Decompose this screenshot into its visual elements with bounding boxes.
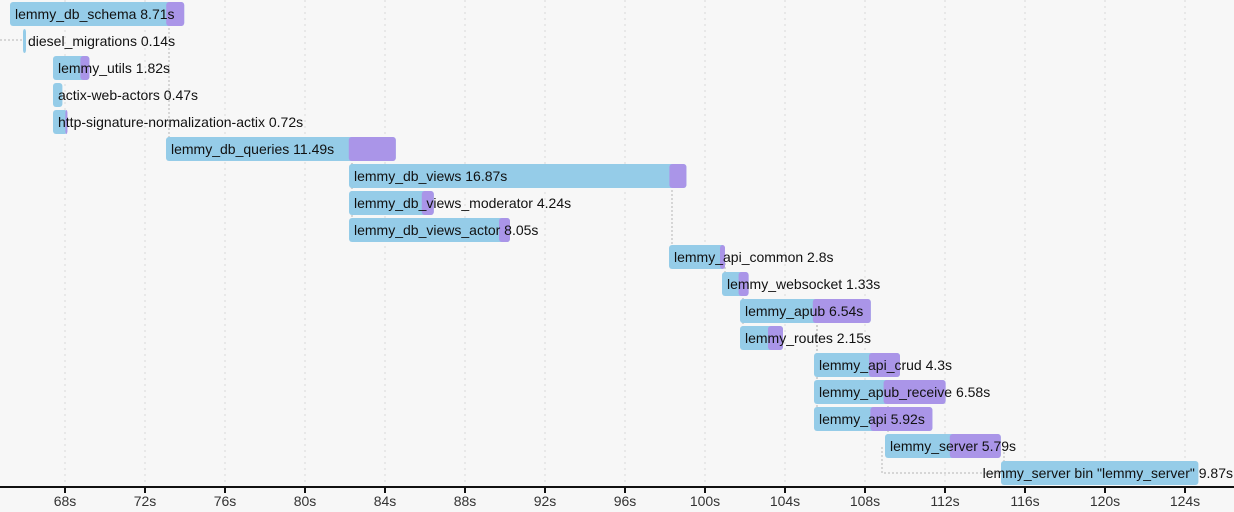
unit-row: lemmy_utils 1.82s <box>53 56 170 80</box>
unit-label: lemmy_api_common 2.8s <box>674 249 834 265</box>
unit-label: lemmy_utils 1.82s <box>58 60 170 76</box>
unit-label: lemmy_db_queries 11.49s <box>171 141 334 157</box>
unit-row: lemmy_db_queries 11.49s <box>166 137 396 161</box>
tick-label: 120s <box>1090 493 1120 509</box>
dependency-line <box>881 447 1001 474</box>
tick-label: 76s <box>214 493 237 509</box>
unit-row: lemmy_db_views 16.87s <box>349 164 687 188</box>
unit-label: lemmy_server 5.79s <box>890 438 1016 454</box>
unit-label: lemmy_websocket 1.33s <box>727 276 880 292</box>
unit-label: lemmy_api 5.92s <box>819 411 925 427</box>
unit-row: lemmy_server bin "lemmy_server" 9.87s <box>983 461 1233 485</box>
unit-row: lemmy_websocket 1.33s <box>722 272 880 296</box>
unit-label: lemmy_db_schema 8.71s <box>15 6 175 22</box>
tick-label: 96s <box>614 493 637 509</box>
tick-label: 112s <box>930 493 959 509</box>
frontend-bar <box>10 2 185 26</box>
unit-label: lemmy_api_crud 4.3s <box>819 357 952 373</box>
unit-label: actix-web-actors 0.47s <box>58 87 198 103</box>
unit-label: lemmy_db_views_moderator 4.24s <box>354 195 571 211</box>
frontend-bar <box>349 218 510 242</box>
unit-row: lemmy_server 5.79s <box>885 434 1016 458</box>
frontend-bar <box>669 245 725 269</box>
frontend-bar <box>53 110 68 134</box>
unit-row: diesel_migrations 0.14s <box>23 29 175 53</box>
frontend-bar <box>53 83 63 107</box>
codegen-bar <box>738 272 749 296</box>
tick-label: 80s <box>294 493 317 509</box>
unit-row: lemmy_routes 2.15s <box>740 326 871 350</box>
unit-label: lemmy_routes 2.15s <box>745 330 871 346</box>
codegen-bar <box>870 407 933 431</box>
unit-row: http-signature-normalization-actix 0.72s <box>53 110 303 134</box>
codegen-bar <box>720 245 725 269</box>
codegen-bar <box>65 110 68 134</box>
frontend-bar <box>349 191 434 215</box>
tick-label: 100s <box>690 493 720 509</box>
unit-row: actix-web-actors 0.47s <box>53 83 198 107</box>
codegen-bar <box>348 137 396 161</box>
codegen-bar <box>421 191 434 215</box>
unit-bars: lemmy_db_schema 8.71s diesel_migrations 0… <box>10 2 1233 485</box>
unit-row: lemmy_api_crud 4.3s <box>814 353 952 377</box>
frontend-bar <box>1001 461 1199 485</box>
codegen-bar <box>869 353 900 377</box>
gridlines <box>64 0 1186 487</box>
tick-label: 88s <box>454 493 477 509</box>
tick-label: 84s <box>374 493 397 509</box>
unit-label: lemmy_db_views_actor 8.05s <box>354 222 538 238</box>
frontend-bar <box>53 56 90 80</box>
tick-label: 124s <box>1170 493 1200 509</box>
unit-row: lemmy_db_views_moderator 4.24s <box>349 191 571 215</box>
tick-label: 72s <box>134 493 157 509</box>
unit-row: lemmy_db_schema 8.71s <box>10 2 185 26</box>
codegen-bar <box>80 56 90 80</box>
unit-label: http-signature-normalization-actix 0.72s <box>58 114 303 130</box>
unit-row: lemmy_apub_receive 6.58s <box>814 380 990 404</box>
unit-label: lemmy_apub_receive 6.58s <box>819 384 990 400</box>
codegen-bar <box>499 218 510 242</box>
codegen-bar <box>166 2 185 26</box>
tick-label: 68s <box>54 493 77 509</box>
codegen-bar <box>812 299 871 323</box>
unit-row: lemmy_apub 6.54s <box>740 299 871 323</box>
codegen-bar <box>669 164 687 188</box>
tick-label: 92s <box>534 493 557 509</box>
tick-label: 108s <box>850 493 880 509</box>
tick-label: 104s <box>770 493 800 509</box>
unit-row: lemmy_api 5.92s <box>814 407 933 431</box>
unit-row: lemmy_api_common 2.8s <box>669 245 834 269</box>
codegen-bar <box>883 380 946 404</box>
frontend-bar <box>23 29 26 53</box>
unit-row: lemmy_db_views_actor 8.05s <box>349 218 538 242</box>
frontend-bar <box>166 137 396 161</box>
codegen-bar <box>949 434 1001 458</box>
unit-label: lemmy_db_views 16.87s <box>354 168 507 184</box>
codegen-bar <box>768 326 783 350</box>
frontend-bar <box>349 164 687 188</box>
x-axis: 68s 72s 76s 80s 84s 88s 92s 96s 100s 104s 108s 112s… <box>0 486 1234 509</box>
unit-label: lemmy_server bin "lemmy_server" 9.87s <box>983 465 1233 481</box>
tick-label: 116s <box>1010 493 1039 509</box>
unit-label: lemmy_apub 6.54s <box>745 303 863 319</box>
unit-label: diesel_migrations 0.14s <box>28 33 175 49</box>
